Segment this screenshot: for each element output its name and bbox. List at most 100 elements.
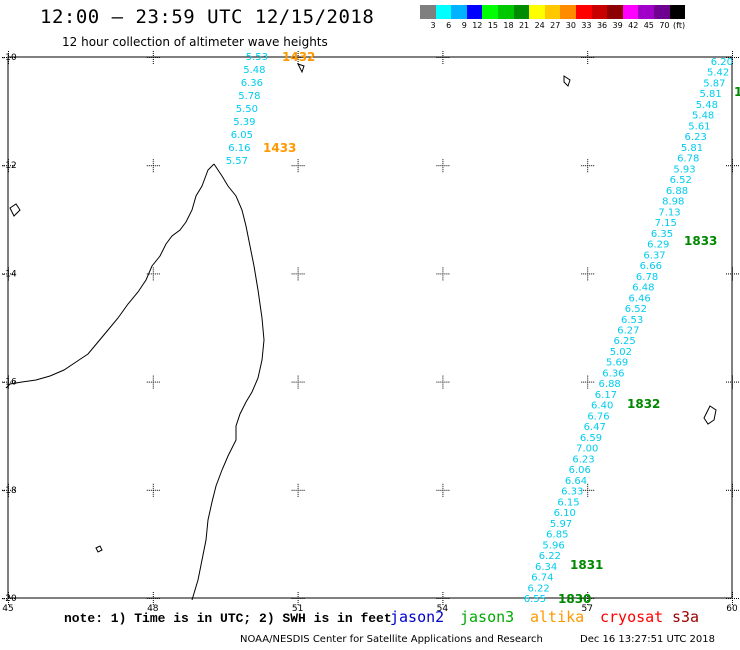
grid-dot: [734, 598, 735, 599]
grid-dot: [738, 489, 739, 491]
grid-dot: [154, 57, 156, 58]
wave-height-value: 6.46: [628, 293, 650, 304]
grid-dot: [152, 167, 154, 169]
grid-dot: [732, 596, 733, 597]
grid-dot: [297, 596, 299, 597]
grid-dot: [152, 55, 154, 56]
wave-height-value: 6.52: [625, 304, 647, 315]
wave-height-value: 6.66: [640, 261, 662, 272]
grid-dot: [587, 279, 589, 281]
grid-dot: [152, 159, 154, 161]
grid-dot: [732, 491, 733, 493]
grid-dot: [732, 385, 733, 387]
grid-dot: [444, 381, 446, 383]
grid-dot: [12, 489, 13, 491]
grid-dot: [152, 63, 154, 64]
wave-height-value: 6.22: [539, 551, 561, 562]
color-swatch: [497, 5, 514, 19]
grid-dot: [587, 489, 589, 491]
color-scale-label: 3: [430, 21, 436, 30]
grid-dot: [442, 165, 444, 167]
grid-dot: [442, 171, 444, 173]
grid-dot: [297, 273, 299, 275]
color-swatch: [420, 5, 436, 19]
grid-dot: [154, 598, 156, 599]
grid-dot: [593, 165, 595, 167]
grid-dot: [436, 598, 438, 599]
color-swatch: [435, 5, 452, 19]
grid-dot: [589, 489, 591, 491]
mauritius-island: [703, 405, 717, 425]
y-tick-label: -14: [2, 269, 17, 279]
grid-dot: [293, 273, 295, 275]
grid-dot: [2, 489, 3, 491]
grid-dot: [591, 598, 593, 599]
grid-dot: [293, 165, 295, 167]
grid-dot: [444, 489, 446, 491]
grid-dot: [738, 57, 739, 58]
wave-height-value: 6.78: [636, 272, 658, 283]
wave-height-value: 6.76: [587, 411, 609, 422]
grid-dot: [150, 57, 152, 58]
grid-dot: [442, 275, 444, 277]
grid-dot: [4, 57, 5, 58]
grid-dot: [297, 163, 299, 165]
grid-dot: [301, 57, 303, 58]
grid-dot: [448, 57, 450, 58]
grid-dot: [152, 277, 154, 279]
grid-dot: [301, 598, 303, 599]
grid-dot: [4, 165, 5, 167]
grid-dot: [297, 604, 299, 605]
grid-dot: [442, 55, 444, 56]
color-swatch: [560, 5, 576, 19]
grid-dot: [593, 598, 595, 599]
grid-dot: [8, 273, 9, 275]
grid-dot: [732, 594, 733, 595]
grid-dot: [587, 385, 589, 387]
grid-dot: [738, 273, 739, 275]
grid-dot: [8, 279, 9, 281]
grid-dot: [301, 489, 303, 491]
grid-dot: [8, 275, 9, 277]
grid-dot: [8, 61, 9, 62]
grid-dot: [158, 598, 160, 599]
grid-dot: [12, 165, 13, 167]
wave-height-value: 5.93: [673, 164, 695, 175]
grid-dot: [6, 165, 7, 167]
grid-dot: [4, 598, 5, 599]
grid-dot: [297, 491, 299, 493]
grid-dot: [448, 273, 450, 275]
wave-height-value: 6.37: [643, 250, 665, 261]
grid-dot: [152, 163, 154, 165]
grid-dot: [293, 57, 295, 58]
grid-dot: [152, 57, 154, 58]
grid-dot: [440, 381, 442, 383]
mayotte-island: [95, 545, 103, 553]
grid-dot: [438, 381, 440, 383]
wave-height-value: 6.85: [546, 530, 568, 541]
grid-dot: [442, 602, 444, 603]
grid-dot: [583, 489, 585, 491]
grid-dot: [442, 375, 444, 377]
grid-dot: [587, 596, 589, 597]
grid-dot: [442, 385, 444, 387]
grid-dot: [583, 381, 585, 383]
grid-dot: [146, 57, 148, 58]
grid-dot: [8, 592, 9, 593]
grid-dot: [297, 483, 299, 485]
pass-time-label: 1833: [684, 234, 717, 248]
grid-dot: [150, 381, 152, 383]
grid-dot: [587, 375, 589, 377]
grid-dot: [442, 485, 444, 487]
grid-dot: [587, 495, 589, 497]
grid-dot: [295, 489, 297, 491]
grid-dot: [6, 57, 7, 58]
grid-dot: [303, 489, 305, 491]
wave-height-value: 6.88: [599, 379, 621, 390]
grid-dot: [442, 61, 444, 62]
grid-dot: [303, 381, 305, 383]
grid-dot: [587, 493, 589, 495]
grid-dot: [297, 598, 299, 599]
grid-dot: [589, 273, 591, 275]
grid-dot: [8, 169, 9, 171]
